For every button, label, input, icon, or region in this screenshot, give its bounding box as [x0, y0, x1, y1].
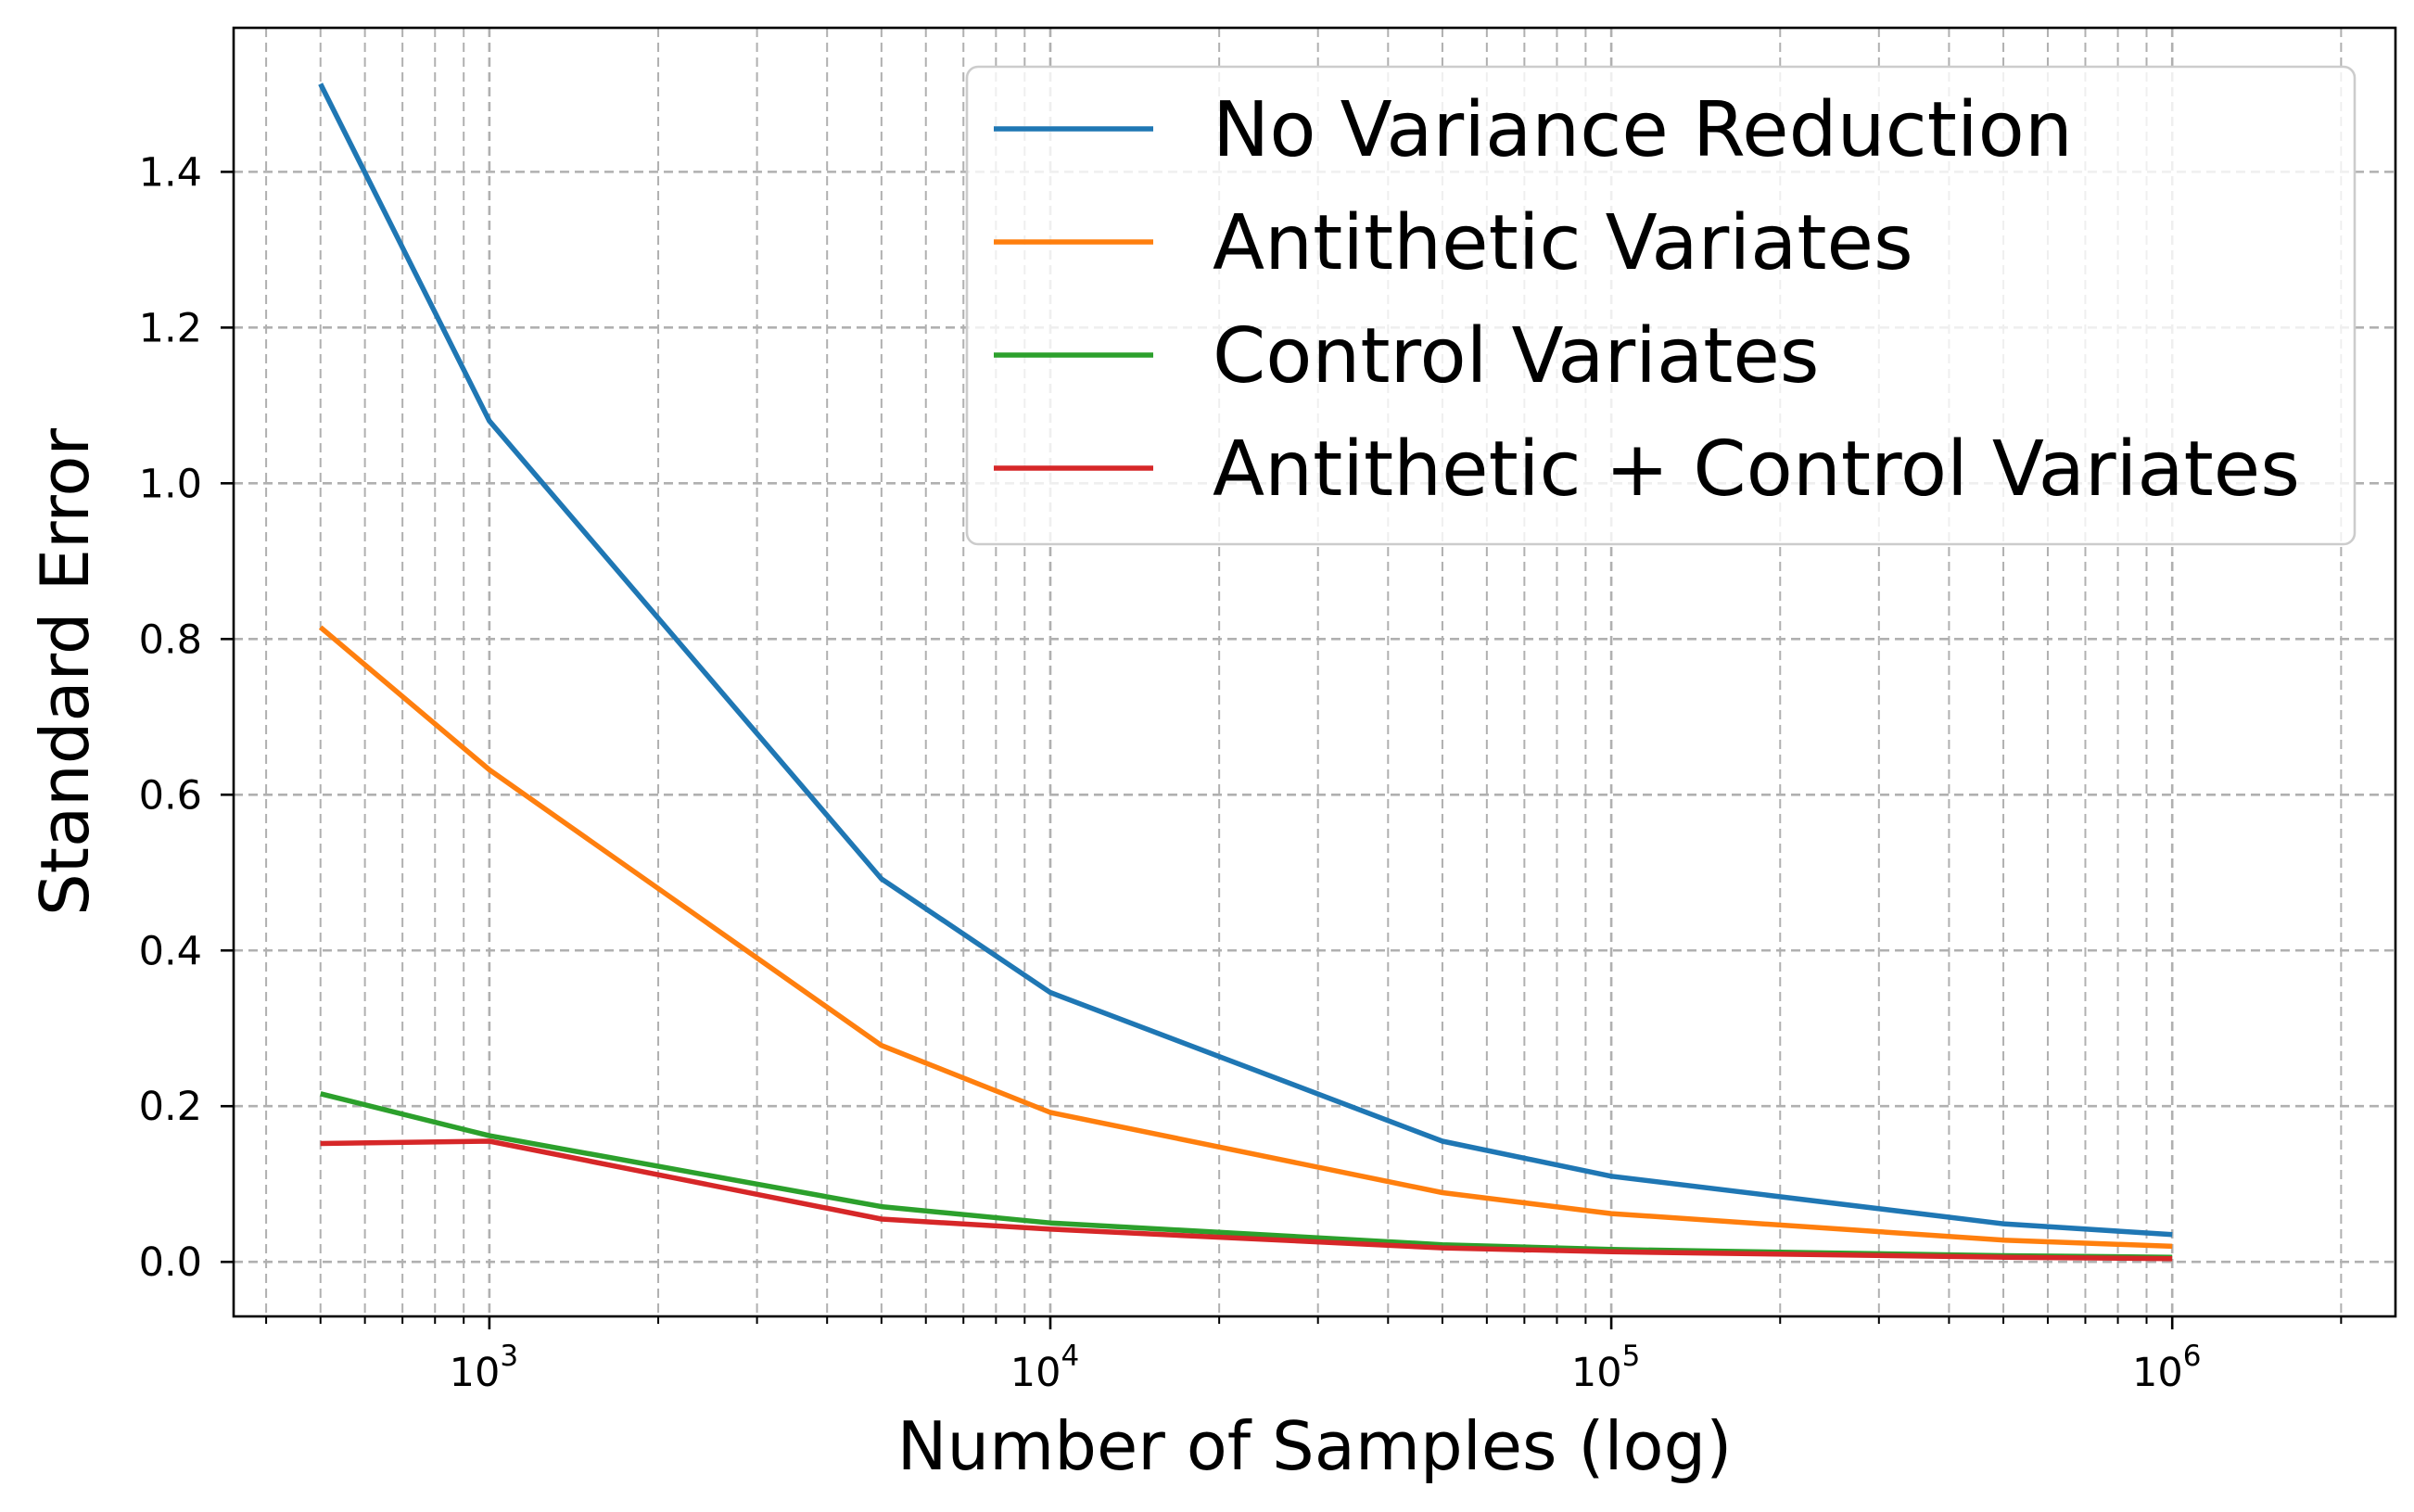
- x-tick-exponent: 4: [1061, 1340, 1079, 1373]
- legend-label: Antithetic + Control Variates: [1213, 426, 2300, 514]
- grid: [234, 28, 2395, 1316]
- legend-label: Antithetic Variates: [1213, 199, 1913, 287]
- legend-label: No Variance Reduction: [1213, 86, 2073, 174]
- x-tick-exponent: 5: [1622, 1340, 1641, 1373]
- x-tick-label: 104: [1010, 1340, 1079, 1396]
- x-tick-exponent: 6: [2183, 1340, 2202, 1373]
- y-tick-label: 0.6: [139, 772, 202, 819]
- y-tick-label: 0.4: [139, 928, 202, 974]
- legend-box: [965, 65, 2357, 546]
- legend-label: Control Variates: [1213, 312, 1820, 400]
- y-axis-label: Standard Error: [26, 428, 104, 916]
- y-tick-label: 1.2: [139, 305, 202, 351]
- series-line: [318, 83, 2173, 1238]
- ticks: [221, 171, 2343, 1329]
- x-tick-base: 10: [1571, 1350, 1622, 1396]
- plot-frame: [232, 26, 2397, 1318]
- x-tick-exponent: 3: [500, 1340, 518, 1373]
- x-axis-label: Number of Samples (log): [897, 1407, 1733, 1485]
- y-tick-label: 0.8: [139, 616, 202, 663]
- x-tick-base: 10: [2132, 1350, 2183, 1396]
- x-tick-label: 103: [450, 1340, 518, 1396]
- y-tick-label: 1.0: [139, 461, 202, 507]
- series-layer: [318, 83, 2173, 1262]
- x-tick-label: 105: [1571, 1340, 1640, 1396]
- y-tick-label: 0.2: [139, 1084, 202, 1130]
- series-line: [320, 1138, 2173, 1262]
- series-line: [318, 625, 2173, 1250]
- legend: No Variance Reduction Antithetic Variates…: [965, 65, 2357, 546]
- x-tick-base: 10: [450, 1350, 501, 1396]
- x-tick-label: 106: [2132, 1340, 2201, 1396]
- x-tick-base: 10: [1010, 1350, 1061, 1396]
- y-tick-label: 1.4: [139, 149, 202, 196]
- y-tick-label: 0.0: [139, 1239, 202, 1286]
